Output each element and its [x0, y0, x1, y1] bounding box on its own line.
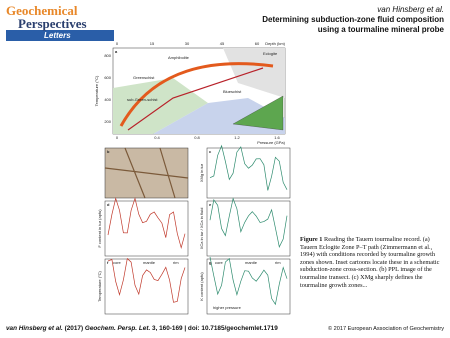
profile — [107, 257, 186, 303]
axis-title: K content (apfu) — [199, 272, 204, 301]
footer-authors: van Hinsberg et al. — [6, 325, 63, 332]
facies-label: Greenschist — [133, 75, 155, 80]
panel-label: a — [115, 49, 118, 54]
axis-title: Pressure (GPa) — [257, 140, 285, 145]
logo-line: Geochemical — [6, 3, 78, 18]
facies-field — [113, 78, 208, 134]
footer-copyright: © 2017 European Association of Geochemis… — [327, 326, 444, 332]
micrograph-texture — [104, 147, 189, 199]
panel-label: b — [107, 149, 110, 154]
zone-label: mantle — [245, 260, 258, 265]
tick-label: 400 — [104, 97, 111, 102]
panel-label: g — [209, 260, 212, 265]
plot-frame — [104, 200, 189, 257]
panel-label: e — [209, 202, 212, 207]
zone-label: rim — [173, 260, 179, 265]
tick-label: 200 — [104, 119, 111, 124]
axis-title: Temperature (°C) — [94, 75, 99, 106]
axis-title: Depth (km) — [265, 41, 285, 46]
footer-citation: van Hinsberg et al. (2017) Geochem. Pers… — [6, 325, 278, 332]
logo-line: Letters — [6, 30, 114, 41]
tick-label: 600 — [104, 75, 111, 80]
tick-label: 0.4 — [154, 135, 160, 140]
tick-label: 0 — [116, 135, 119, 140]
facies-label: Amphibolite — [168, 55, 190, 60]
title-block: van Hinsberg et al. Determining subducti… — [262, 5, 444, 35]
panel-label: d — [107, 202, 110, 207]
tick-label: 0 — [116, 41, 119, 46]
axis-title: Temperature (°C) — [97, 270, 102, 301]
logo-line: Perspectives — [18, 16, 87, 31]
plot-frame — [206, 200, 291, 257]
tick-label: 1.6 — [274, 135, 280, 140]
note: higher pressure — [213, 305, 242, 310]
axis-title: XCa in tur / XCa in fluid — [199, 208, 204, 250]
profile — [209, 144, 288, 191]
pt-path — [119, 62, 274, 127]
authors: van Hinsberg et al. — [377, 5, 444, 14]
tick-label: 45 — [220, 41, 225, 46]
caption-text: Reading the Tauern tourmaline record. (a… — [300, 236, 440, 289]
panel-label: f — [107, 260, 109, 265]
footer-year: (2017) — [64, 325, 84, 332]
tick-label: 30 — [185, 41, 190, 46]
footer-ref: 3, 160-169 | doi: 10.7185/geochemlet.171… — [152, 325, 278, 332]
tick-label: 0.8 — [194, 135, 200, 140]
footer-journal: Geochem. Persp. Let. — [84, 325, 151, 332]
title-line: using a tourmaline mineral probe — [317, 25, 444, 34]
profile — [209, 256, 288, 306]
plot-frame — [206, 147, 291, 199]
caption: Figure 1 Reading the Tauern tourmaline r… — [300, 236, 445, 289]
axis-title: F content in tur (apfu) — [97, 209, 102, 248]
tick-label: 800 — [104, 53, 111, 58]
tick-label: 60 — [255, 41, 260, 46]
zone-label: core — [215, 260, 224, 265]
profile — [107, 197, 186, 250]
logo: Geochemical Perspectives Letters — [6, 4, 126, 41]
plot-frame — [104, 258, 189, 315]
figure: a Amphibolite Eclogite Greenschist Blueschis… — [94, 41, 291, 315]
zone-label: mantle — [143, 260, 156, 265]
pt-path — [127, 67, 264, 131]
facies-label: sub-Green-schist — [127, 97, 158, 102]
facies-label: Eclogite — [263, 51, 278, 56]
title-line: Determining subduction-zone fluid compos… — [262, 15, 444, 24]
inset-cartoon — [232, 95, 284, 131]
tick-label: 15 — [150, 41, 155, 46]
zone-label: core — [113, 260, 122, 265]
caption-label: Figure 1 — [300, 236, 323, 243]
facies-label: Blueschist — [223, 89, 242, 94]
profile — [209, 197, 288, 248]
panel-label: c — [209, 149, 212, 154]
axis-title: XMg in tur — [199, 163, 204, 182]
tick-label: 1.2 — [234, 135, 240, 140]
facies-field — [223, 48, 285, 98]
zone-label: rim — [275, 260, 281, 265]
